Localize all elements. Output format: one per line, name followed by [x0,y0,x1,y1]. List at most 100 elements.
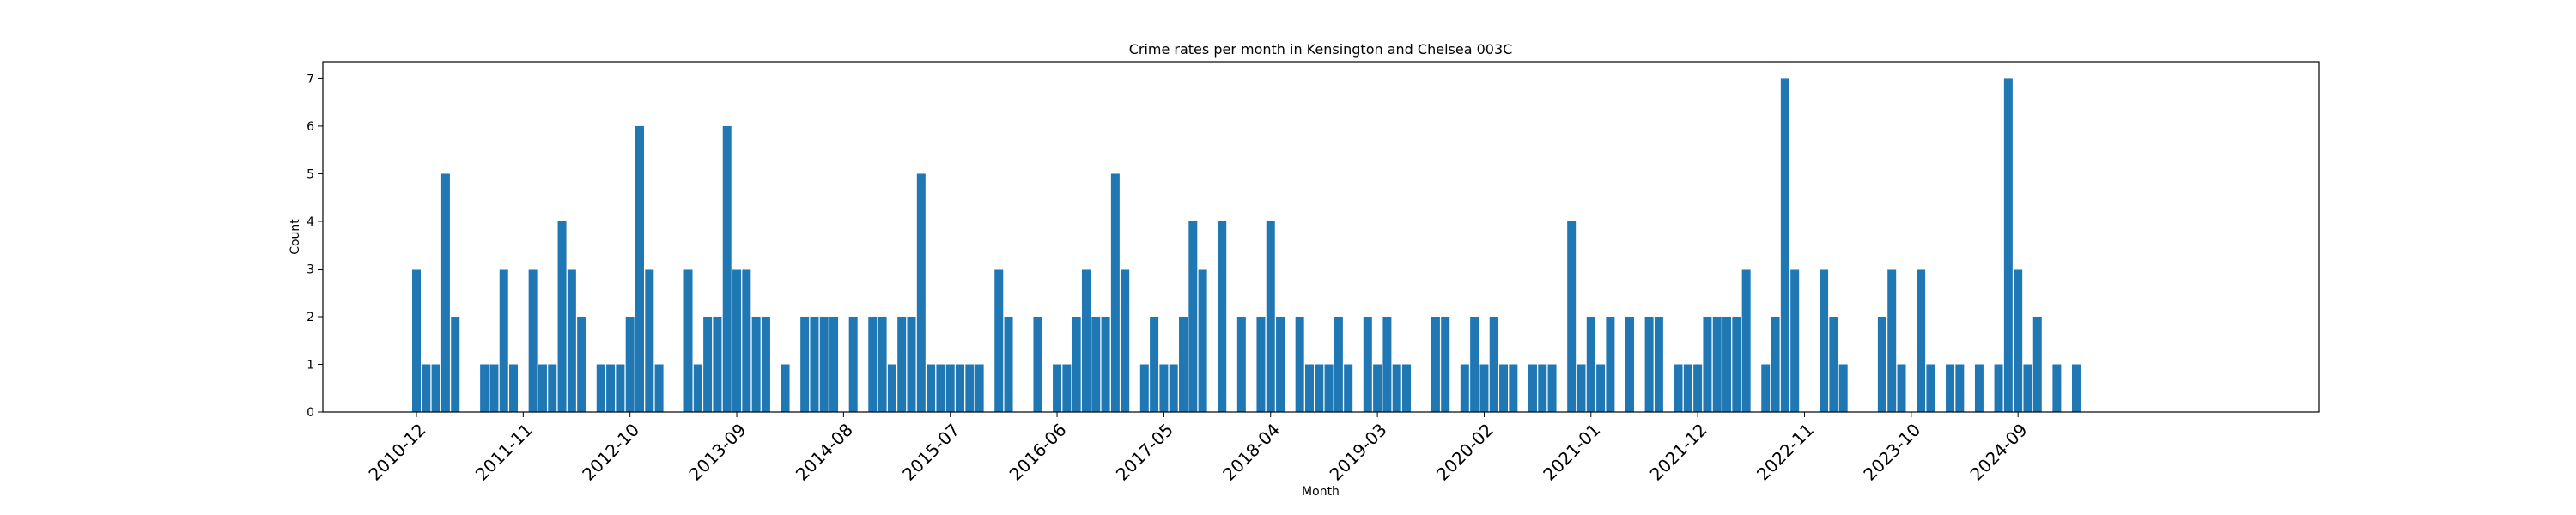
bar [1081,269,1091,412]
y-tick-label: 6 [307,120,314,134]
bar [819,316,829,412]
bar [916,173,926,412]
bar [557,221,567,412]
bar [625,316,635,412]
bar [713,316,722,412]
bar [1499,364,1509,412]
bar [1392,364,1401,412]
bar [1159,364,1169,412]
bar [412,269,421,412]
bar [1460,364,1469,412]
bar [1470,316,1479,412]
bar [1091,316,1101,412]
bar [1994,364,2003,412]
bar [1169,364,1178,412]
bar [1110,173,1120,412]
bar [1121,269,1130,412]
bar [567,269,576,412]
bar [1139,364,1149,412]
chart-title: Crime rates per month in Kensington and … [1129,41,1513,58]
bar [1567,221,1577,412]
bars-group [412,78,2081,413]
bar [489,364,499,412]
bar [2003,78,2013,413]
x-tick-label: 2021-12 [1646,420,1711,485]
bar [1363,316,1372,412]
bar [1276,316,1285,412]
bar [1198,269,1207,412]
bar [1829,316,1838,412]
bar [1402,364,1412,412]
bar [761,316,770,412]
bar [1712,316,1722,412]
bar [1266,221,1275,412]
bar [732,269,742,412]
bar [1926,364,1935,412]
bar [1741,269,1751,412]
bar [1324,364,1334,412]
bar [868,316,878,412]
x-tick-label: 2010-12 [364,420,429,485]
bar [878,316,887,412]
bar [2023,364,2032,412]
bar [1674,364,1683,412]
plot-frame [322,61,2320,413]
bar [693,364,702,412]
bar [1295,316,1304,412]
x-axis-label: Month [1302,485,1340,499]
bar [606,364,616,412]
bar [956,364,965,412]
bar [2032,316,2042,412]
x-tick-label: 2015-07 [898,420,963,485]
x-tick-label: 2019-03 [1326,420,1391,485]
bar [1577,364,1586,412]
bar [781,364,790,412]
bar [1606,316,1615,412]
x-tick-label: 2022-11 [1753,420,1818,485]
bar [1654,316,1663,412]
bar [1887,269,1897,412]
bar [1004,316,1013,412]
bar [422,364,431,412]
bar [509,364,519,412]
x-tick-label: 2023-10 [1859,420,1924,485]
bar [703,316,713,412]
x-tick-label: 2011-11 [471,420,537,485]
bar [800,316,810,412]
bar [596,364,605,412]
x-tick-label: 2017-05 [1112,420,1177,485]
bar [1441,316,1450,412]
bar [2052,364,2062,412]
y-axis: 0 1 2 3 4 5 6 7 [307,72,323,420]
bar [499,269,508,412]
bar [1150,316,1159,412]
y-tick-label: 1 [307,358,314,372]
bar [683,269,693,412]
bar [927,364,936,412]
bar [1538,364,1547,412]
bar [1304,364,1314,412]
bar [1838,364,1848,412]
bar [1489,316,1498,412]
bar [1344,364,1353,412]
y-tick-label: 5 [307,167,314,181]
bar [1062,364,1072,412]
x-tick-label: 2024-09 [1966,420,2032,485]
bar [1528,364,1537,412]
bar [936,364,945,412]
bar [1683,364,1692,412]
bar [945,364,955,412]
bar [1179,316,1188,412]
bar [1315,364,1324,412]
bar [538,364,547,412]
bar [1771,316,1780,412]
y-tick-label: 3 [307,263,314,276]
bar [451,316,460,412]
y-tick-label: 7 [307,72,314,86]
bar [1101,316,1110,412]
bar [1820,269,1829,412]
bar [897,316,907,412]
bar [1256,316,1266,412]
x-tick-label: 2020-02 [1432,420,1498,485]
